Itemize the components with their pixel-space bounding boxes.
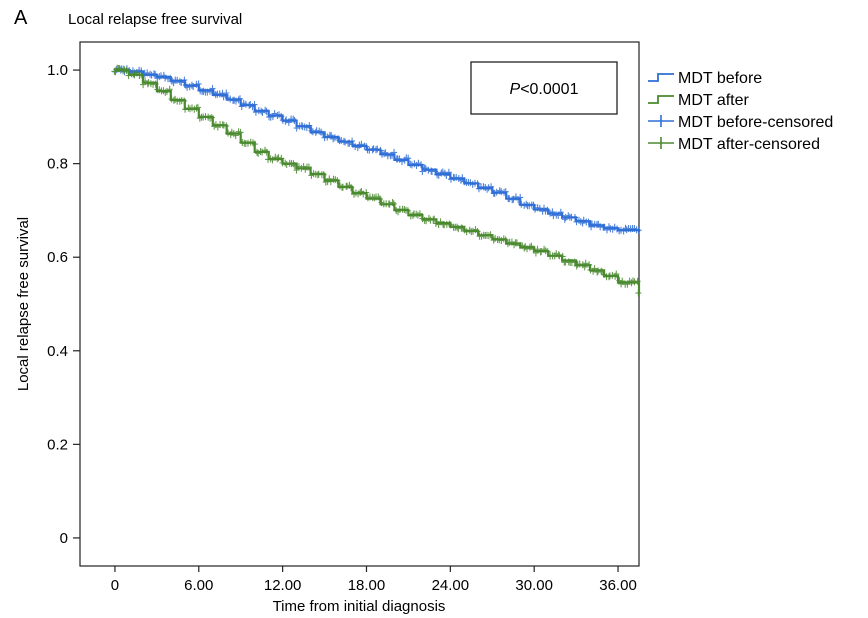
y-tick-label: 0.4 (47, 343, 68, 360)
y-axis: 0 0.2 0.4 0.6 0.8 1.0 (47, 62, 80, 547)
series-layer (111, 64, 642, 297)
legend-label: MDT before (678, 70, 762, 87)
x-tick-label: 12.00 (264, 577, 302, 594)
x-tick-label: 36.00 (599, 577, 637, 594)
x-tick-label: 18.00 (348, 577, 386, 594)
legend-label: MDT after (678, 92, 750, 109)
p-value-frame (470, 61, 618, 115)
y-axis-label: Local relapse free survival (15, 217, 32, 391)
p-value-threshold: <0.0001 (520, 81, 578, 98)
legend-item-mdt-after: MDT after (648, 92, 750, 109)
legend-censor-icon (648, 137, 674, 149)
x-tick-label: 24.00 (432, 577, 470, 594)
x-axis-label: Time from initial diagnosis (273, 598, 446, 615)
legend-label: MDT after-censored (678, 136, 820, 153)
legend-censor-icon (648, 115, 674, 127)
y-tick-label: 0.2 (47, 436, 68, 453)
panel-letter: A (14, 7, 28, 29)
plot-frame (79, 41, 640, 567)
x-tick-label: 6.00 (184, 577, 213, 594)
legend-item-mdt-after-censored: MDT after-censored (648, 136, 820, 153)
y-tick-label: 0 (60, 530, 68, 547)
legend-item-mdt-before-censored: MDT before-censored (648, 114, 833, 131)
legend-step-icon (648, 73, 674, 82)
y-tick-label: 0.8 (47, 156, 68, 173)
censor-marks-mdt-after (111, 64, 642, 297)
y-tick-label: 1.0 (47, 62, 68, 79)
x-tick-label: 30.00 (515, 577, 553, 594)
series-mdt-after (111, 64, 642, 297)
legend-label: MDT before-censored (678, 114, 833, 131)
p-value-symbol: P (510, 81, 521, 98)
legend-item-mdt-before: MDT before (648, 70, 762, 87)
y-tick-label: 0.6 (47, 249, 68, 266)
legend-step-icon (648, 95, 674, 104)
chart-title: Local relapse free survival (68, 11, 242, 28)
p-value-text: P<0.0001 (510, 81, 579, 98)
legend: MDT before MDT after MDT before-censored MD… (648, 70, 833, 153)
p-value-box: P<0.0001 (470, 61, 618, 115)
x-axis: 0 6.00 12.00 18.00 24.00 30.00 36.00 (111, 566, 637, 594)
series-mdt-before (112, 65, 642, 235)
x-tick-label: 0 (111, 577, 119, 594)
